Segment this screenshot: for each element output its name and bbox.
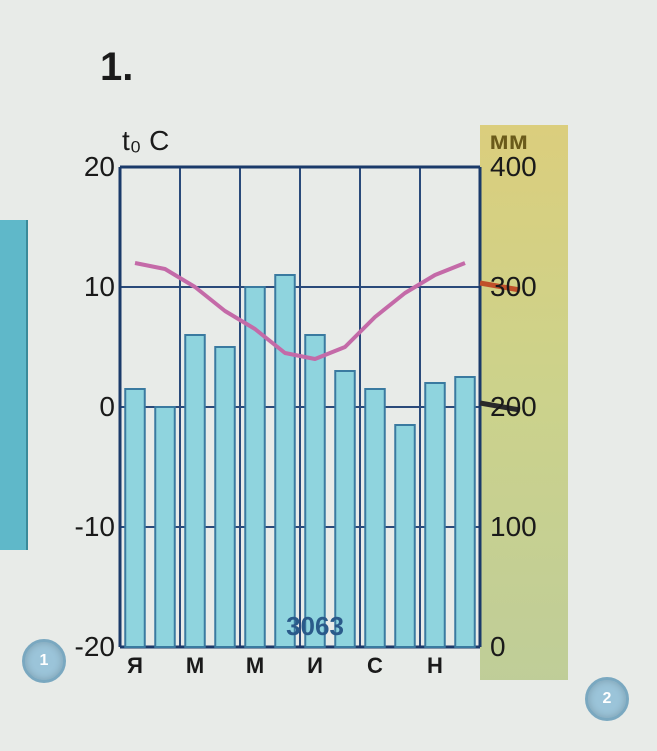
- ytick-left: 20: [84, 151, 115, 183]
- page-badge-2: 2: [585, 677, 629, 721]
- ytick-right: 100: [490, 511, 537, 543]
- page-badge-1: 1: [22, 639, 66, 683]
- ytick-left: -20: [75, 631, 115, 663]
- ytick-right: 0: [490, 631, 506, 663]
- ytick-left: 0: [99, 391, 115, 423]
- question-number: 1.: [100, 45, 133, 90]
- plot-area: [120, 167, 480, 647]
- total-annotation: 3063: [286, 611, 344, 642]
- month-tick: Я: [127, 653, 143, 679]
- left-axis-label: t₀ C: [122, 125, 169, 157]
- ytick-right: 400: [490, 151, 537, 183]
- climate-chart: t₀ C мм 20100-10-20 4003002001000 ЯММИСН…: [60, 125, 580, 685]
- month-tick: Н: [427, 653, 443, 679]
- month-tick: С: [367, 653, 383, 679]
- month-tick: И: [307, 653, 323, 679]
- page-badge-2-label: 2: [603, 690, 612, 708]
- page-badge-1-label: 1: [40, 652, 49, 670]
- teal-strip: [0, 220, 28, 550]
- ytick-right: 300: [490, 271, 537, 303]
- ytick-left: -10: [75, 511, 115, 543]
- ytick-left: 10: [84, 271, 115, 303]
- month-tick: М: [246, 653, 264, 679]
- ytick-right: 200: [490, 391, 537, 423]
- month-tick: М: [186, 653, 204, 679]
